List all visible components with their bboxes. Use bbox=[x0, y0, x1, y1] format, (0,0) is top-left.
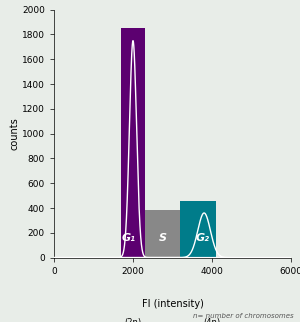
Text: G₂: G₂ bbox=[195, 233, 209, 243]
Bar bbox=[145, 211, 180, 258]
Text: FI (intensity): FI (intensity) bbox=[142, 298, 203, 308]
Bar bbox=[180, 201, 216, 258]
Text: G₁: G₁ bbox=[122, 233, 136, 243]
Text: S: S bbox=[159, 233, 167, 243]
Y-axis label: counts: counts bbox=[9, 117, 19, 150]
Text: n= number of chromosomes: n= number of chromosomes bbox=[194, 313, 294, 319]
Text: (2n): (2n) bbox=[124, 318, 142, 322]
Bar bbox=[121, 28, 145, 258]
Text: (4n): (4n) bbox=[203, 318, 220, 322]
